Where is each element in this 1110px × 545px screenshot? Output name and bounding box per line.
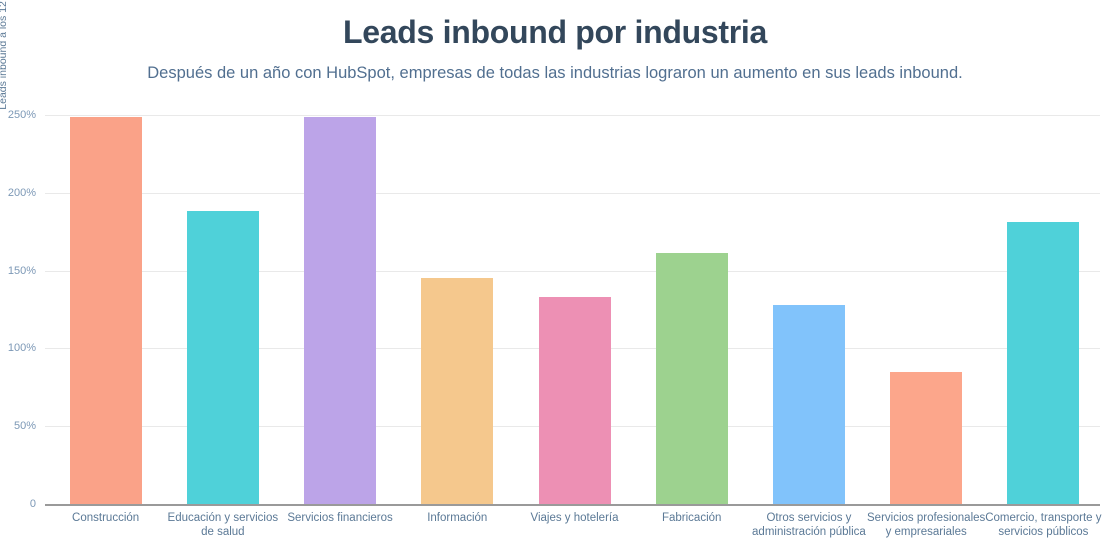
x-axis-category-label-line: Educación y servicios xyxy=(167,512,279,524)
y-axis-tick-label: 150% xyxy=(7,264,36,277)
x-axis-category-label-line: Viajes y hotelería xyxy=(530,512,619,524)
x-axis-category-label: Servicios financieros xyxy=(274,512,406,526)
x-axis-category-label: Construcción xyxy=(40,512,172,526)
bar[interactable] xyxy=(538,297,611,504)
x-axis-line xyxy=(45,504,1100,506)
bar[interactable] xyxy=(421,278,494,504)
x-axis-category-label-line: de salud xyxy=(201,525,245,538)
x-axis-category-label-line: Comercio, transporte y xyxy=(985,512,1102,524)
bar[interactable] xyxy=(69,116,142,504)
y-axis-tick-label: 100% xyxy=(7,342,36,355)
bar[interactable] xyxy=(655,253,728,504)
x-axis-category-label-line: administración pública xyxy=(752,525,866,538)
x-axis-category-label: Servicios profesionales y empresariales xyxy=(860,512,992,539)
bar[interactable] xyxy=(772,304,845,504)
x-axis-category-label-line: Construcción xyxy=(72,512,140,524)
x-axis-category-label-line: y empresariales xyxy=(885,525,967,538)
plot-area: 250% 200% 150% 100% 50% 0 xyxy=(8,109,1100,510)
x-axis-category-label-line: servicios públicos xyxy=(998,525,1089,538)
y-axis-tick-label: 50% xyxy=(13,420,36,433)
x-axis-category-label: Comercio, transporte y servicios públicos xyxy=(977,512,1109,539)
x-axis-category-label-line: Fabricación xyxy=(661,512,722,524)
x-axis-category-label-line: Información xyxy=(427,512,488,524)
gridline xyxy=(45,115,1100,116)
gridline xyxy=(45,192,1100,194)
x-axis-category-label-line: Servicios profesionales xyxy=(867,512,986,524)
y-axis-tick-label: 200% xyxy=(7,186,36,199)
x-axis-category-label-line: Servicios financieros xyxy=(287,512,393,524)
x-axis-category-label: Información xyxy=(391,512,523,526)
y-axis-title: Leads inbound a los 12 meses en comparac… xyxy=(0,0,12,151)
gridline xyxy=(45,270,1100,272)
x-axis-category-label: Otros servicios y administración pública xyxy=(743,512,875,539)
x-axis-category-label: Fabricación xyxy=(626,512,758,526)
x-axis-category-label: Educación y servicios de salud xyxy=(157,512,289,539)
y-axis-tick-label: 0 xyxy=(29,498,36,510)
page-title: Leads inbound por industria xyxy=(343,14,767,50)
bar[interactable] xyxy=(186,211,259,504)
x-axis-category-label: Viajes y hotelería xyxy=(509,512,641,526)
bar[interactable] xyxy=(890,371,963,504)
y-axis-tick-label: 250% xyxy=(7,109,36,121)
bar[interactable] xyxy=(304,116,377,504)
chart-subtitle: Después de un año con HubSpot, empresas … xyxy=(147,64,963,82)
bar[interactable] xyxy=(1007,222,1080,504)
x-axis-category-label-line: Otros servicios y xyxy=(766,512,852,524)
